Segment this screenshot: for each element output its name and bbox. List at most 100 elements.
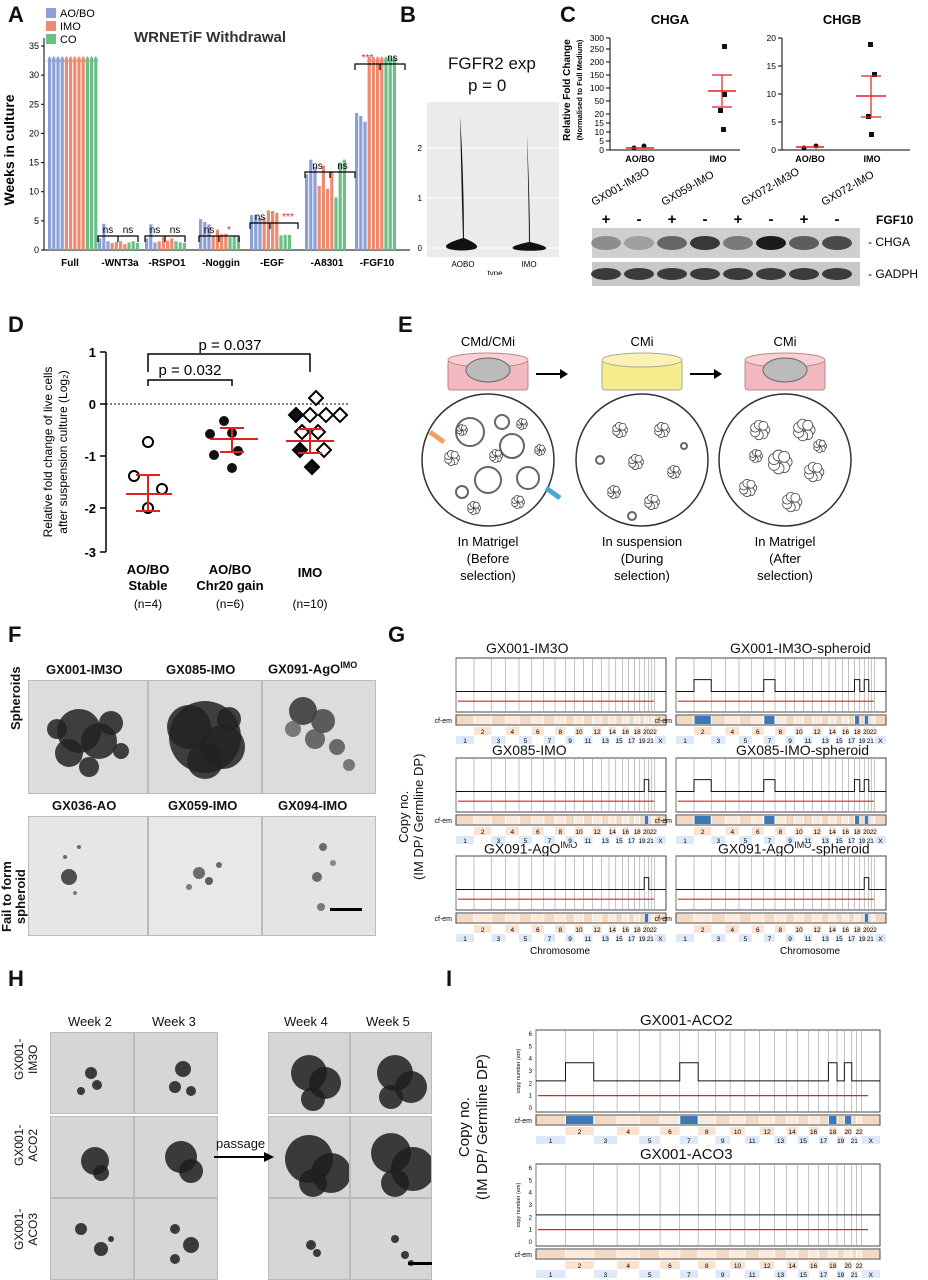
cnv-chrom-label: 20: [844, 1263, 852, 1270]
e-dish-2: [601, 352, 683, 391]
panel-b-violin-plot: 0 1 2 exp AOBO IMO type: [418, 102, 559, 275]
f-row-label-fail: Fail to form spheroid: [0, 861, 28, 932]
f-bottom-title-3: GX094-IMO: [278, 798, 348, 813]
cnv-chrom-label: 6: [756, 729, 760, 736]
cnv-track-segment: [609, 816, 616, 824]
cnv-track-segment: [739, 716, 752, 724]
cnv-chrom-label: 15: [800, 1272, 808, 1279]
cnv-chrom-label: 14: [609, 829, 617, 836]
cnv-chrom-label: 20: [643, 927, 651, 934]
cnv-track-segment: [764, 716, 775, 724]
cnv-chrom-label: X: [878, 838, 883, 845]
cnv-chrom-label: 16: [622, 829, 630, 836]
cnv-track-segment: [640, 716, 644, 724]
a-bar: [367, 57, 371, 251]
cnv-track-segment: [456, 914, 474, 922]
a-ytick: 15: [29, 158, 39, 168]
cnv-track-segment: [786, 716, 794, 724]
cnv-copy-line: [456, 877, 666, 890]
chga-ytick: 200: [590, 57, 604, 67]
e-cyst: [595, 455, 605, 465]
cnv-track-segment: [764, 914, 775, 922]
h-micrograph: [350, 1116, 432, 1198]
cnv-ytick: 1: [529, 1228, 533, 1234]
cnv-track-label: cf-em: [655, 916, 673, 923]
cnv-chrom-label: 16: [622, 729, 630, 736]
cnv-track-segment: [843, 816, 848, 824]
cnv-track-segment: [872, 716, 875, 724]
fgf10-sign: +: [800, 211, 809, 228]
cnv-chrom-label: 7: [768, 936, 772, 943]
organoid: [94, 1242, 108, 1256]
a-bar: [98, 238, 102, 250]
a-bar: [145, 238, 149, 250]
cnv-chrom-label: 1: [463, 838, 467, 845]
a-bar-arrow: [85, 55, 90, 62]
cnv-chrom-label: 3: [497, 838, 501, 845]
a-sig-label: ns: [123, 225, 134, 236]
cnv-track-segment: [849, 716, 854, 724]
cnv-chrom-label: 9: [568, 738, 572, 745]
a-bar: [262, 217, 266, 250]
cnv-track-segment: [640, 816, 644, 824]
b-xlabel: type: [487, 269, 503, 275]
a-xtick: -A8301: [311, 258, 344, 269]
d-group1-l1: AO/BO: [127, 562, 170, 577]
a-bar: [60, 57, 64, 251]
cnv-chrom-label: 7: [768, 738, 772, 745]
h-week-2: Week 2: [68, 1014, 112, 1029]
a-bar: [254, 215, 258, 250]
e-cyst: [474, 466, 502, 494]
cnv-track-segment: [635, 914, 640, 922]
a-ytick: 20: [29, 128, 39, 138]
cnv-track-segment: [575, 716, 583, 724]
cnv-track-segment: [635, 816, 640, 824]
cnv-track-segment: [698, 1250, 715, 1258]
panel-b-pvalue: p = 0: [468, 76, 507, 95]
a-sig-label: ***: [362, 53, 374, 64]
chgb-ytick: 0: [771, 145, 776, 155]
cnv-chrom-label: 8: [778, 829, 782, 836]
h-row-2-label: GX001- ACO2: [12, 1124, 40, 1166]
a-bar: [161, 237, 165, 250]
chgb-ytick: 10: [767, 89, 777, 99]
a-bar: [64, 57, 68, 251]
a-bar: [166, 240, 170, 250]
cnv-track-segment: [849, 914, 854, 922]
e-organoid: [520, 418, 527, 425]
cnv-chrom-label: 17: [820, 1272, 828, 1279]
a-bar: [355, 113, 359, 251]
d-group3-n: (n=10): [292, 597, 327, 611]
e-organoid: [538, 444, 545, 451]
gadph-band: [690, 268, 720, 280]
cnv-track-segment: [660, 1250, 680, 1258]
cnv-chrom-label: 11: [805, 838, 812, 845]
organoid: [75, 1223, 87, 1235]
cnv-chrom-label: 21: [851, 1272, 859, 1279]
chgb-imo-point-1: [868, 42, 873, 47]
a-bar-arrow: [47, 55, 52, 62]
cnv-chrom-label: 19: [638, 838, 646, 845]
cnv-track-segment: [623, 816, 628, 824]
d-imo-point: [303, 458, 321, 476]
e-dish-1: [447, 352, 529, 391]
cnv-chrom-label: 4: [730, 927, 734, 934]
d-imo-point: [331, 406, 349, 424]
a-sig-label: ns: [312, 161, 323, 172]
panel-c-label: C: [560, 2, 576, 27]
gadph-band: [789, 268, 819, 280]
a-bar: [48, 57, 52, 251]
cnv-track-segment: [676, 816, 694, 824]
chga-band: [624, 236, 654, 250]
cnv-chrom-label: 7: [548, 936, 552, 943]
cnv-track-segment: [764, 816, 775, 824]
cnv-track-segment: [575, 816, 583, 824]
a-bar: [305, 174, 309, 250]
cnv-chrom-label: 5: [524, 738, 528, 745]
cnv-track-segment: [869, 816, 872, 824]
cnv-track-segment: [616, 914, 622, 922]
cnv-chrom-label: X: [869, 1138, 874, 1145]
h-scale-bar: [408, 1262, 432, 1265]
a-sig-label: ns: [337, 161, 348, 172]
